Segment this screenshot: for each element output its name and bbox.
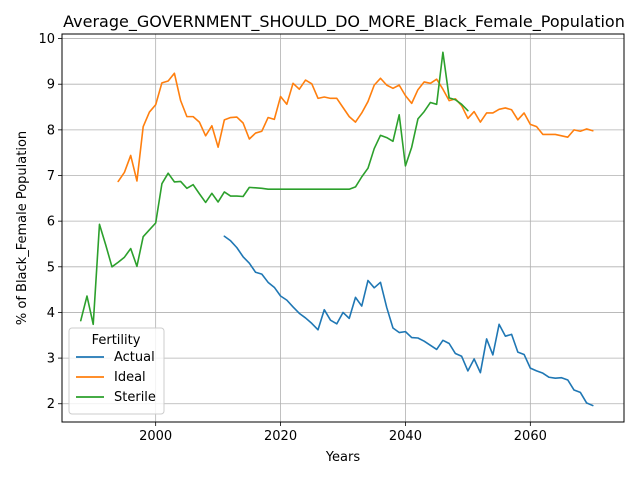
y-tick-label: 8: [47, 123, 55, 138]
legend-label-sterile: Sterile: [114, 390, 156, 405]
legend-box: [68, 327, 165, 415]
y-tick-label: 5: [47, 260, 55, 275]
y-tick-label: 9: [47, 78, 55, 93]
x-axis-ticks: 2000 2020 2040 2060: [139, 422, 547, 444]
series-line-sterile: [79, 51, 469, 326]
y-tick-label: 2: [47, 397, 55, 412]
y-tick-label: 10: [38, 32, 55, 47]
plot-frame: [61, 33, 625, 423]
series-line-ideal: [117, 72, 594, 183]
legend-label-ideal: Ideal: [114, 370, 146, 385]
series-line-actual: [223, 235, 594, 407]
legend-label-actual: Actual: [114, 350, 155, 365]
x-axis-label: Years: [325, 450, 361, 465]
y-tick-label: 7: [47, 169, 55, 184]
y-tick-label: 6: [47, 215, 55, 230]
legend-title: Fertility: [92, 333, 141, 348]
y-axis-ticks: 2 3 4 5 6 7 8 9 10: [38, 32, 62, 412]
y-tick-label: 4: [47, 306, 55, 321]
series-lines: [79, 51, 594, 407]
x-tick-label: 2020: [264, 429, 297, 444]
x-tick-label: 2000: [139, 429, 172, 444]
chart-title: Average_GOVERNMENT_SHOULD_DO_MORE_Black_…: [63, 12, 625, 32]
x-tick-label: 2040: [389, 429, 422, 444]
y-tick-label: 3: [47, 352, 55, 367]
x-tick-label: 2060: [514, 429, 547, 444]
legend: Fertility Actual Ideal Sterile: [68, 327, 165, 415]
y-axis-label: % of Black_Female Population: [15, 131, 30, 325]
